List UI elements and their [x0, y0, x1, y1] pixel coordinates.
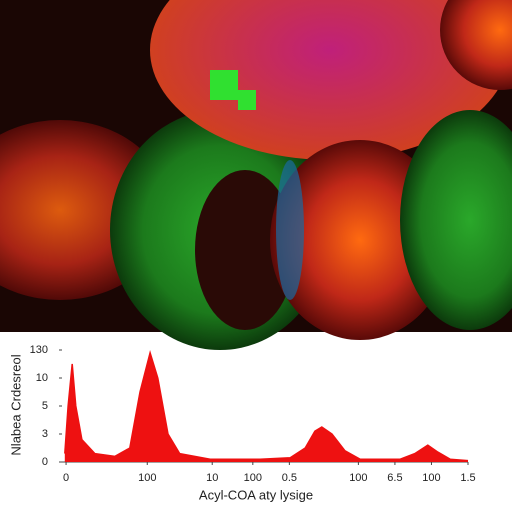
x-tick-label: 10 — [206, 472, 218, 484]
x-tick-label: 6.5 — [387, 472, 402, 484]
y-tick-label: 130 — [30, 344, 48, 356]
y-tick-label: 5 — [42, 400, 48, 412]
area — [64, 352, 469, 462]
line — [64, 350, 469, 462]
x-tick-label: 0 — [63, 472, 69, 484]
y-tick-label: 0 — [42, 456, 48, 468]
y-tick-label: 3 — [42, 428, 48, 440]
x-tick-label: 0.5 — [282, 472, 297, 484]
x-tick-label: 100 — [244, 472, 262, 484]
x-tick-label: 100 — [138, 472, 156, 484]
micrograph — [0, 0, 512, 350]
x-tick-label: 1.5 — [460, 472, 475, 484]
x-tick-label: 100 — [422, 472, 440, 484]
x-tick-label: 100 — [349, 472, 367, 484]
y-axis-label: Nlabea Crdesreol — [8, 354, 23, 455]
x-axis-label: Acyl-COA aty lysige — [199, 487, 313, 502]
y-tick-label: 10 — [36, 372, 48, 384]
